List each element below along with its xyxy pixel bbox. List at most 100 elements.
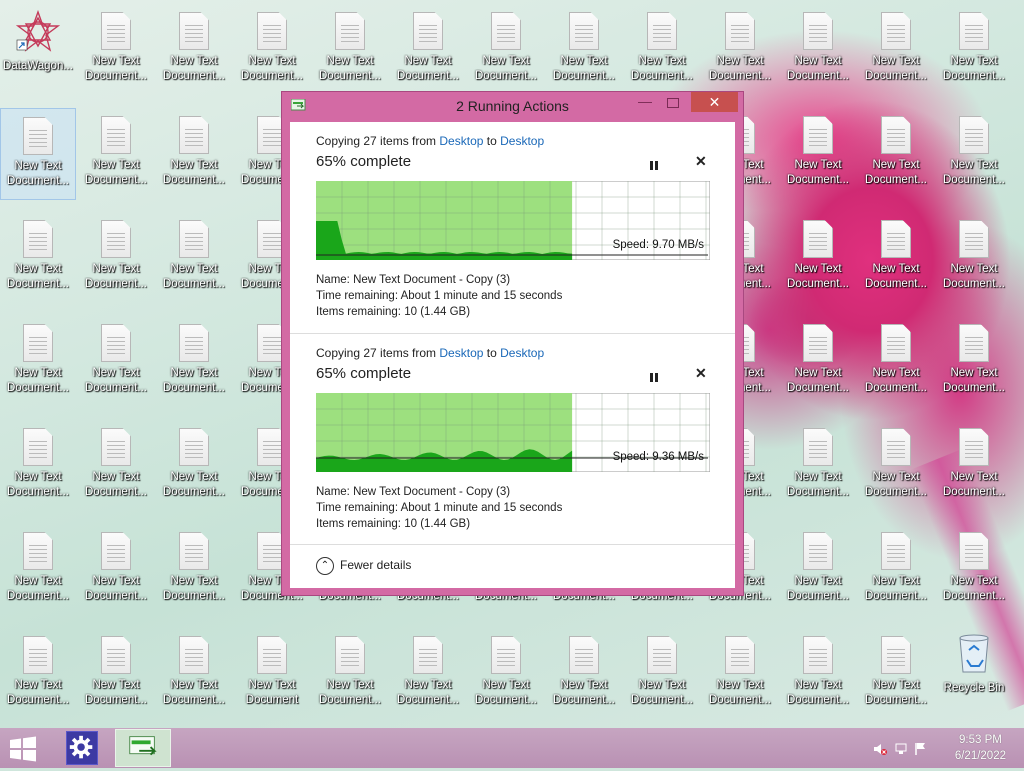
cancel-button[interactable]: ✕	[695, 365, 707, 381]
dialog-titlebar[interactable]: 2 Running Actions — ✕	[282, 92, 743, 120]
text-document-icon	[23, 117, 53, 155]
name-row: Name: New Text Document - Copy (3)	[316, 272, 562, 288]
clock-date: 6/21/2022	[954, 750, 1006, 762]
file-label-line1: New Text	[92, 471, 140, 483]
taskbar-settings-button[interactable]	[66, 731, 98, 765]
file-label-line1: New Text	[794, 55, 842, 67]
file-label-line2: Document...	[319, 694, 381, 706]
network-icon[interactable]	[895, 743, 907, 754]
taskbar-file-copy-button[interactable]	[115, 729, 171, 767]
file-label-line2: Document...	[85, 694, 147, 706]
file-label-line2: Document...	[553, 694, 615, 706]
minimize-button[interactable]: —	[638, 93, 652, 109]
text-document-icon	[23, 532, 53, 570]
text-document-file[interactable]: New Text Document...	[78, 628, 154, 720]
maximize-button[interactable]	[659, 93, 687, 113]
file-label-line1: New Text	[872, 575, 920, 587]
file-label-line1: New Text	[92, 679, 140, 691]
text-document-icon	[881, 116, 911, 154]
fewer-details-button[interactable]: ⌃ Fewer details	[316, 557, 411, 575]
file-label-line2: Document...	[943, 174, 1005, 186]
text-document-file[interactable]: New Text Document	[234, 628, 310, 720]
pause-button[interactable]	[650, 157, 664, 170]
destination-link[interactable]: Desktop	[500, 134, 545, 148]
datawagon-shortcut[interactable]: DataWagon...	[0, 4, 76, 96]
close-button[interactable]: ✕	[691, 92, 738, 112]
cancel-button[interactable]: ✕	[695, 153, 707, 169]
speaker-muted-icon[interactable]	[874, 744, 887, 755]
windows-start-icon[interactable]	[8, 736, 38, 762]
text-document-icon	[725, 636, 755, 674]
action-center-flag-icon[interactable]	[915, 743, 925, 755]
source-link[interactable]: Desktop	[439, 346, 484, 360]
recycle-bin[interactable]: Recycle Bin	[936, 628, 1012, 720]
file-label-line2: Document...	[163, 694, 225, 706]
file-label-line1: New Text	[482, 55, 530, 67]
source-link[interactable]: Desktop	[439, 134, 484, 148]
taskbar-clock[interactable]: 9:53 PM 6/21/2022	[955, 732, 1006, 764]
text-document-icon	[803, 220, 833, 258]
text-document-icon	[179, 324, 209, 362]
file-label-line2: Document...	[787, 590, 849, 602]
file-label-line1: New Text	[872, 471, 920, 483]
destination-link[interactable]: Desktop	[500, 346, 545, 360]
text-document-icon	[959, 116, 989, 154]
text-document-icon	[179, 12, 209, 50]
pause-button[interactable]	[650, 369, 664, 382]
text-document-icon	[179, 428, 209, 466]
